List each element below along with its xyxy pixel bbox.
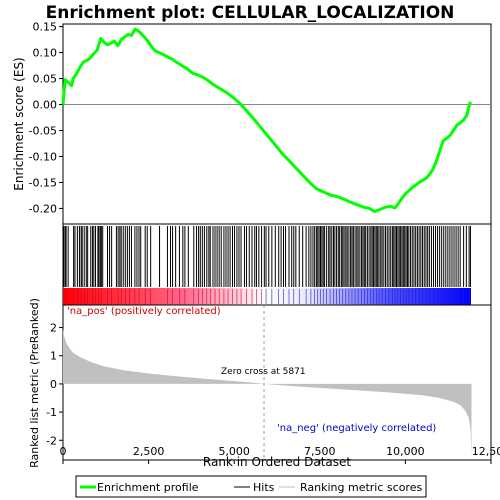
hits-panel bbox=[62, 223, 492, 306]
es-y-tick-label: 0.00 bbox=[33, 99, 58, 112]
enrichment-y-axis-label: Enrichment score (ES) bbox=[12, 57, 26, 190]
legend-box bbox=[75, 475, 427, 498]
enrichment-profile-series bbox=[61, 27, 472, 213]
es-y-tick-label: -0.20 bbox=[29, 202, 57, 215]
ranked-metric-panel: 2 1 0 -1 -2 'na_pos' (positively correlated)… bbox=[28, 298, 492, 468]
chart-title: Enrichment plot: CELLULAR_LOCALIZATION bbox=[46, 3, 455, 23]
enrichment-profile-line bbox=[61, 27, 472, 213]
rank-y-tick-label: 2 bbox=[50, 322, 57, 335]
rank-y-tick-label: 1 bbox=[50, 350, 57, 363]
ranked-metric-y-ticks: 2 1 0 -1 -2 bbox=[46, 322, 63, 447]
rank-y-tick-label: -1 bbox=[46, 406, 57, 419]
x-tick-label: 2,500 bbox=[133, 445, 165, 458]
rank-colorbar bbox=[63, 288, 471, 305]
es-y-tick-label: 0.15 bbox=[33, 21, 58, 34]
x-tick-label: 5,000 bbox=[218, 445, 250, 458]
es-y-tick-label: -0.15 bbox=[29, 176, 57, 189]
rank-y-tick-label: 0 bbox=[50, 378, 57, 391]
zero-cross-label: Zero cross at 5871 bbox=[221, 367, 306, 377]
legend-enrichment-label: Enrichment profile bbox=[97, 481, 199, 494]
negative-correlation-label: 'na_neg' (negatively correlated) bbox=[277, 423, 436, 434]
es-y-tick-label: 0.05 bbox=[33, 73, 58, 86]
x-tick-label: 10,000 bbox=[386, 445, 425, 458]
x-tick-label: 0 bbox=[60, 445, 67, 458]
hit-markers bbox=[63, 226, 471, 287]
x-tick-label: 12,500 bbox=[472, 445, 500, 458]
ranked-metric-y-axis-label: Ranked list metric (PreRanked) bbox=[28, 298, 41, 468]
x-axis-label: Rank in Ordered Dataset bbox=[203, 455, 351, 469]
colorbar-tick-marks bbox=[63, 289, 470, 304]
enrichment-y-ticks: 0.15 0.10 0.05 0.00 -0.05 -0.10 -0.15 -0.20 bbox=[29, 21, 63, 215]
enrichment-score-panel: 0.15 0.10 0.05 0.00 -0.05 -0.10 -0.15 -0.20 Enr… bbox=[12, 21, 492, 225]
es-y-tick-label: -0.05 bbox=[29, 124, 57, 137]
positive-correlation-label: 'na_pos' (positively correlated) bbox=[67, 306, 221, 317]
legend: Enrichment profile Hits Ranking metric s… bbox=[75, 475, 427, 498]
es-y-tick-label: 0.10 bbox=[33, 47, 58, 60]
rank-y-tick-label: -2 bbox=[46, 434, 57, 447]
es-y-tick-label: -0.10 bbox=[29, 150, 57, 163]
legend-ranking-label: Ranking metric scores bbox=[300, 481, 422, 494]
legend-hits-label: Hits bbox=[253, 481, 275, 494]
x-tick-label: 7,500 bbox=[304, 445, 336, 458]
x-axis: 0 2,500 5,000 7,500 10,000 12,500 bbox=[60, 445, 500, 464]
